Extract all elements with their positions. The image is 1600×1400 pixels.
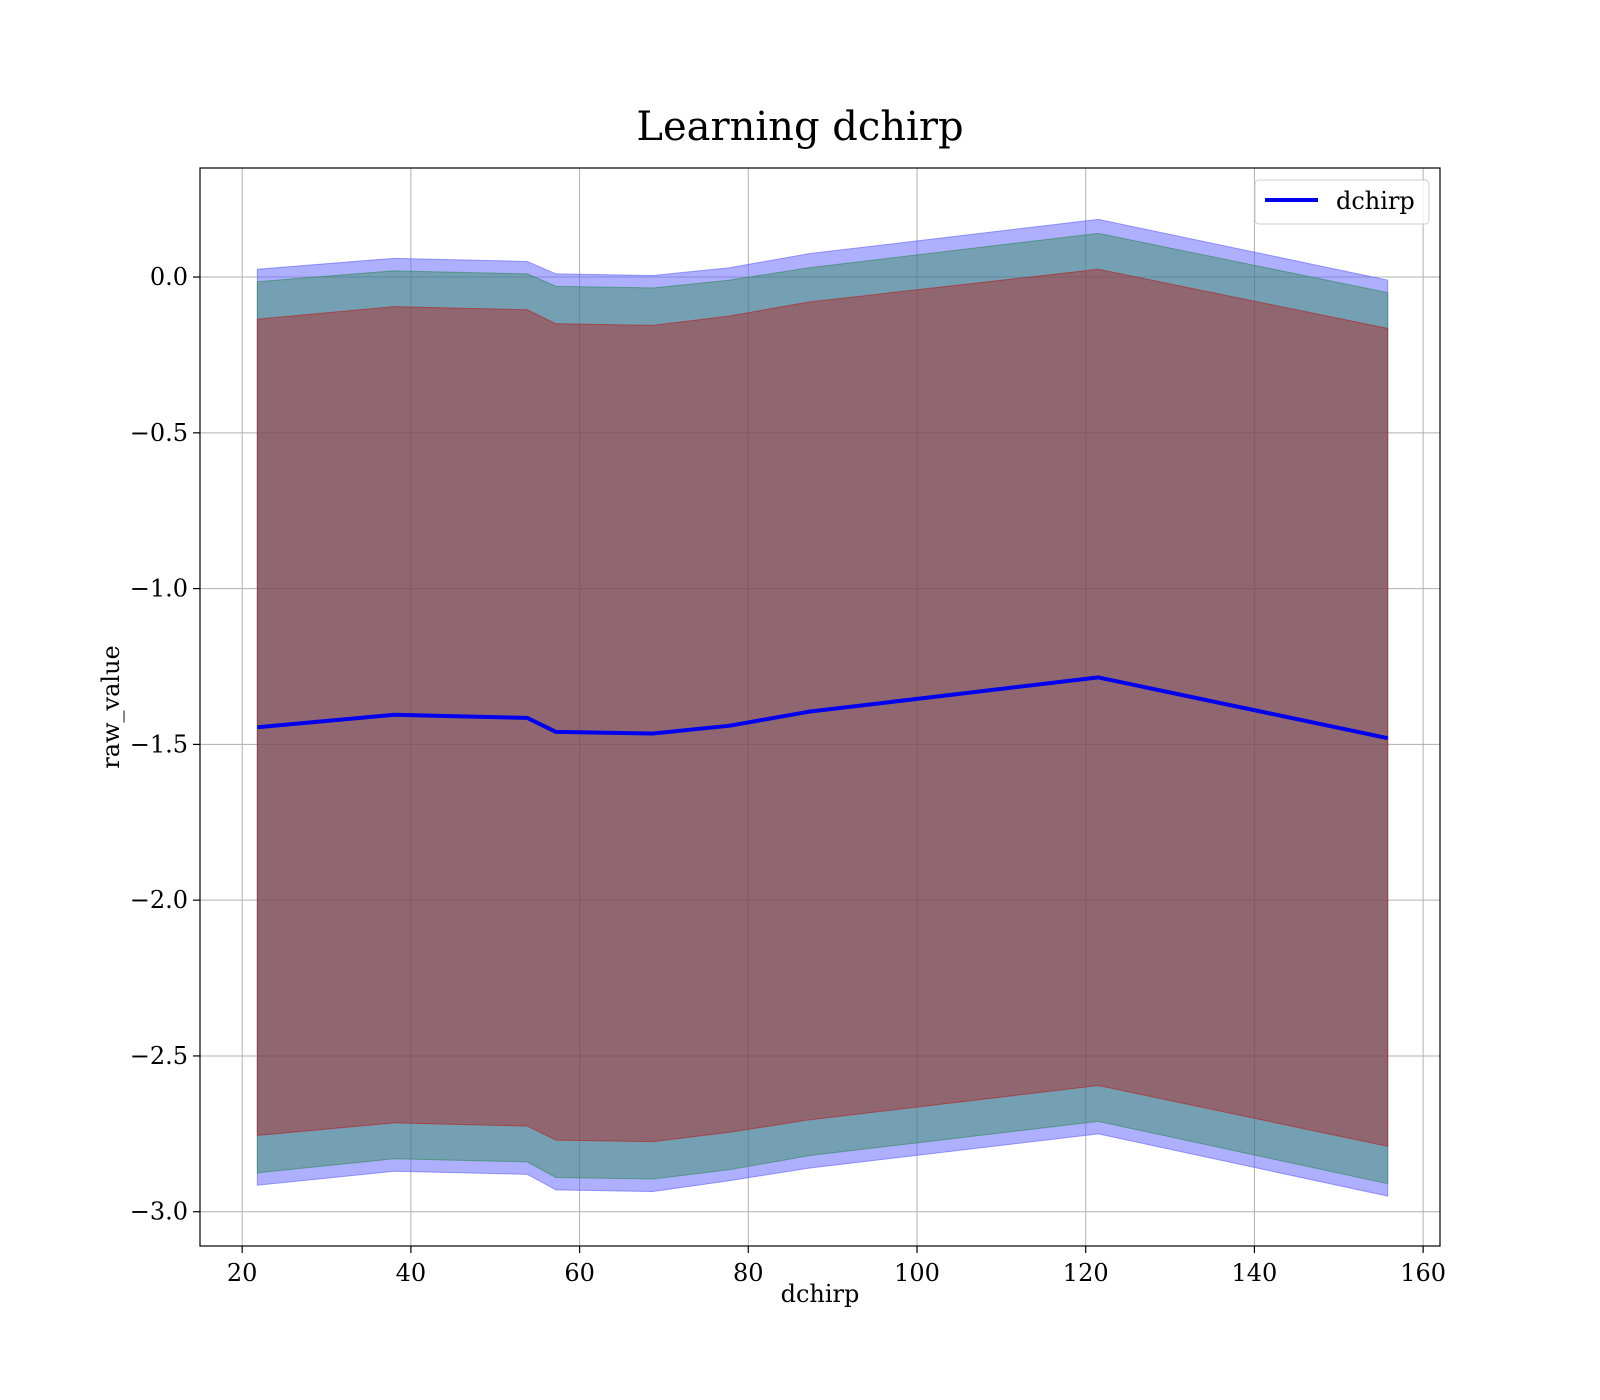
x-tick-label: 80 (733, 1259, 764, 1287)
y-tick-label: 0.0 (150, 263, 188, 291)
x-axis-label: dchirp (781, 1280, 860, 1308)
y-tick-label: −1.5 (130, 730, 188, 758)
plot-area (199, 167, 1441, 1247)
series-lines (257, 675, 1389, 741)
y-axis-label: raw_value (97, 645, 125, 769)
band-0 (256, 218, 1389, 1197)
legend-box (1254, 179, 1430, 225)
confidence-bands (256, 218, 1389, 1197)
y-tick-label: −3.0 (130, 1198, 188, 1226)
plot-frame (199, 167, 1441, 1247)
y-tick-label: −1.0 (130, 575, 188, 603)
x-tick-label: 100 (894, 1259, 940, 1287)
x-tick-label: 160 (1400, 1259, 1446, 1287)
series-line-dchirp (257, 675, 1389, 741)
x-tick-label: 120 (1063, 1259, 1109, 1287)
legend: dchirp (1254, 179, 1430, 225)
x-tick-label: 60 (564, 1259, 595, 1287)
band-2 (256, 268, 1389, 1147)
x-axis: 20 40 60 80 100 120 140 160 (227, 1246, 1446, 1287)
y-tick-label: −0.5 (130, 419, 188, 447)
y-tick-label: −2.0 (130, 886, 188, 914)
x-tick-label: 140 (1232, 1259, 1278, 1287)
legend-label-dchirp: dchirp (1336, 187, 1415, 215)
y-tick-label: −2.5 (130, 1042, 188, 1070)
y-axis: 0.0 −0.5 −1.0 −1.5 −2.0 −2.5 −3.0 (130, 263, 200, 1226)
chart-title: Learning dchirp (636, 104, 963, 150)
x-tick-label: 40 (396, 1259, 427, 1287)
x-tick-label: 20 (227, 1259, 258, 1287)
